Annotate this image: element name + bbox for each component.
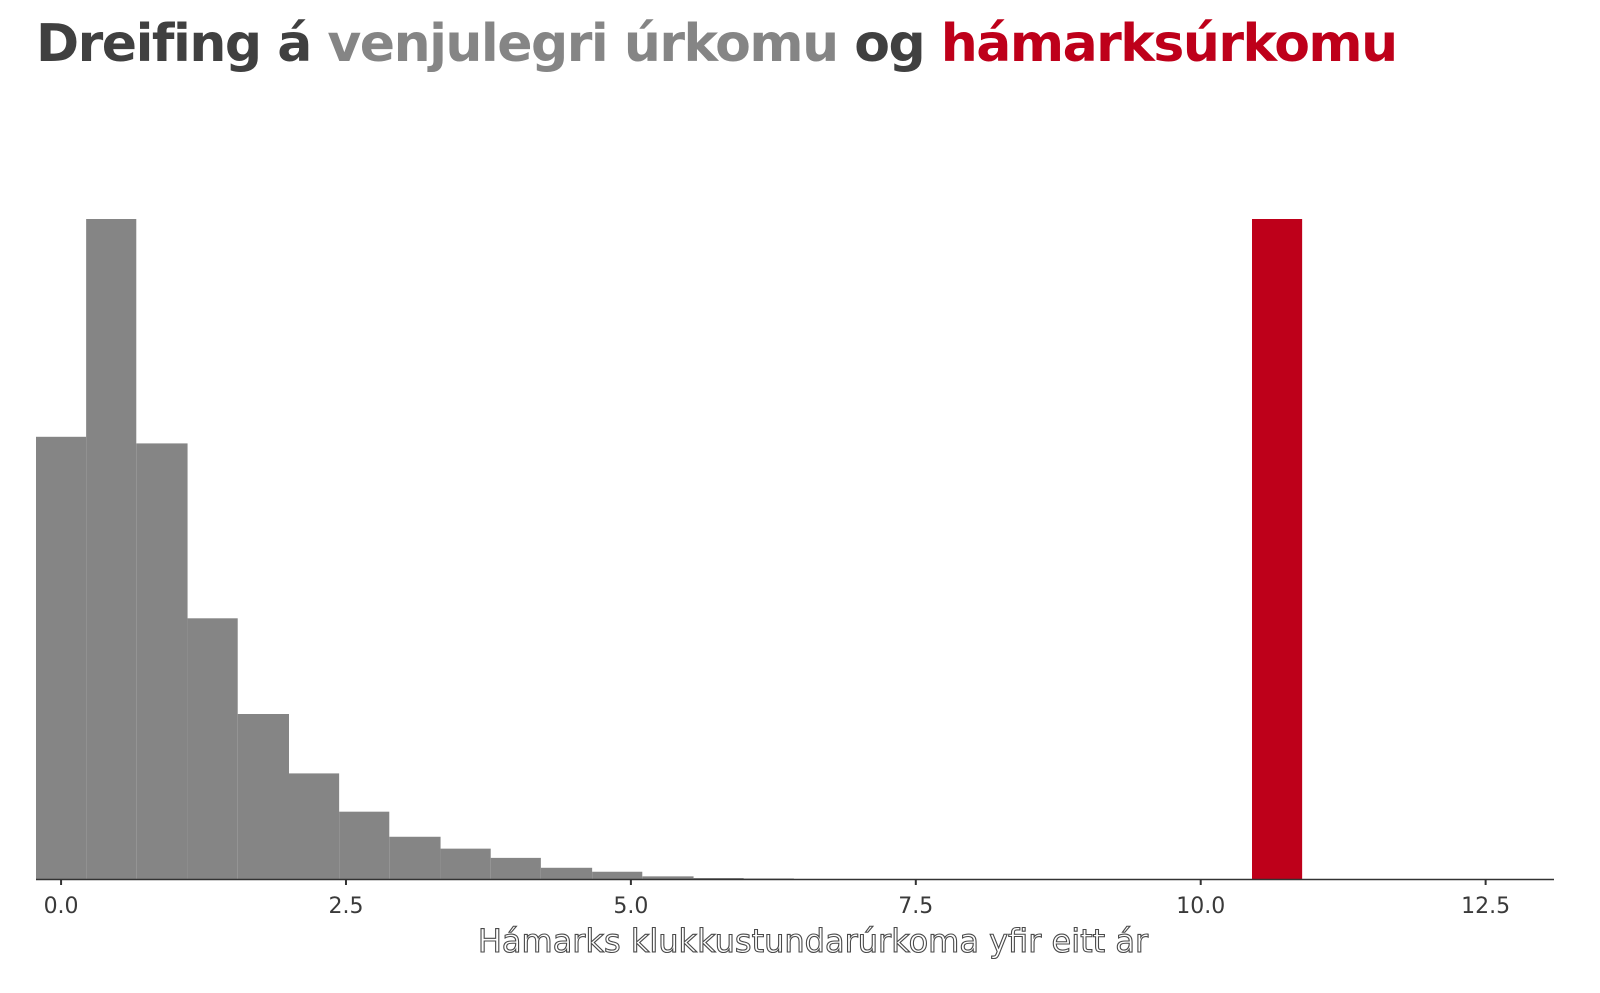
title-part-3: og [854,14,925,74]
normal-bar-1 [86,219,137,879]
max-bar-0 [1252,219,1303,879]
normal-bar-14 [743,878,794,879]
normal-bar-0 [36,436,87,879]
bars-group [36,219,1303,879]
x-tick-label: 2.5 [328,894,363,919]
normal-bar-8 [440,848,491,879]
normal-bar-3 [187,618,238,879]
title-part-4: hámarksúrkomu [940,14,1398,74]
normal-bar-7 [389,836,441,879]
chart-title: Dreifing á venjulegri úrkomu og hámarksú… [36,14,1398,74]
normal-bar-10 [540,867,593,879]
normal-bar-13 [693,878,744,879]
x-tick-label: 0.0 [44,894,79,919]
title-part-1: Dreifing á [36,14,312,74]
normal-bar-4 [237,714,289,879]
title-part-2: venjulegri úrkomu [327,14,839,74]
x-tick-label: 12.5 [1461,894,1510,919]
normal-bar-9 [490,857,541,879]
normal-bar-2 [136,443,188,879]
normal-bar-5 [289,773,340,879]
normal-bar-11 [592,871,643,879]
normal-bar-12 [642,876,694,879]
x-tick-label: 7.5 [898,894,933,919]
normal-bar-6 [339,811,390,879]
x-tick-label: 5.0 [613,894,648,919]
x-tick-label: 10.0 [1176,894,1225,919]
x-axis-label: Hámarks klukkustundarúrkoma yfir eitt ár [478,922,1149,960]
x-axis-ticks: 0.0 2.5 5.0 7.5 10.0 12.5 [44,879,1510,919]
